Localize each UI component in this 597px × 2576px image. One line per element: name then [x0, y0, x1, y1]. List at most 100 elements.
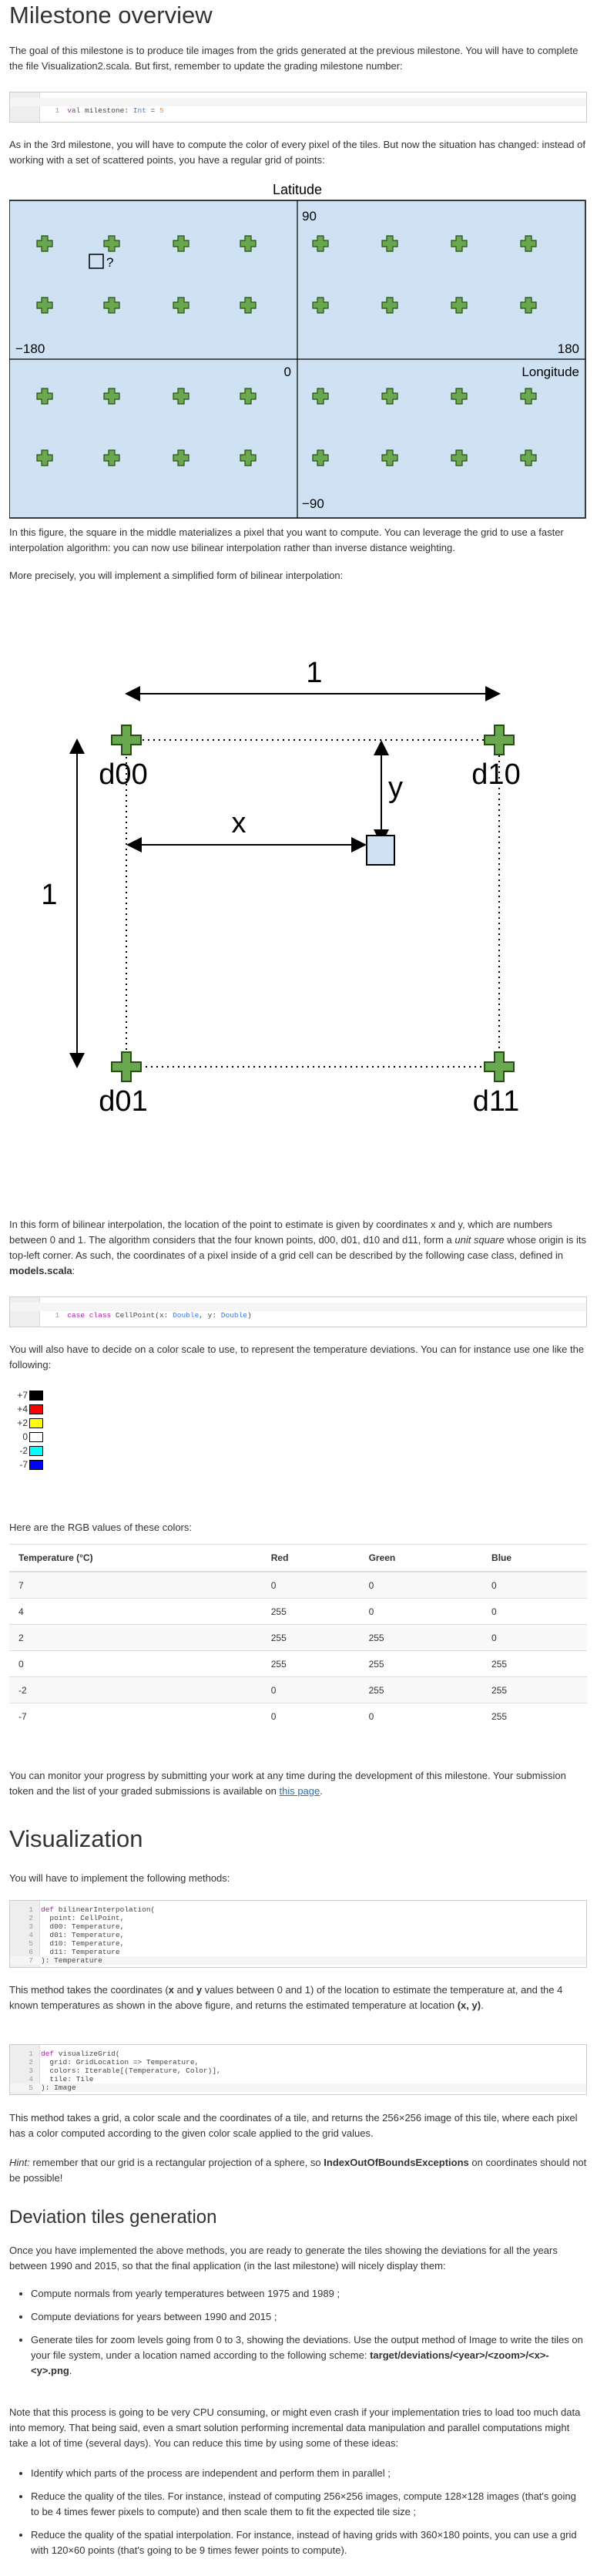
- legend-label: -2: [19, 1445, 28, 1456]
- ideas-list: Identify which parts of the process are …: [9, 2466, 587, 2566]
- table-cell: 0: [9, 1650, 262, 1677]
- legend-item: +4: [9, 1402, 43, 1416]
- cross-d01: [111, 1051, 142, 1082]
- table-cell: 255: [482, 1650, 587, 1677]
- legend-swatch: [29, 1404, 43, 1414]
- legend-swatch: [29, 1390, 43, 1401]
- table-cell: 0: [359, 1703, 483, 1729]
- table-cell: 0: [482, 1571, 587, 1599]
- table-header-cell: Red: [261, 1544, 360, 1572]
- color-scale-legend: +7 +4 +2 0 -2 -7: [9, 1388, 43, 1471]
- table-row: 4 255 0 0: [9, 1598, 587, 1625]
- legend-label: +2: [17, 1417, 28, 1428]
- submissions-link[interactable]: this page: [279, 1785, 320, 1797]
- code-line: 6 d11: Temperature: [10, 1948, 586, 1956]
- grid-method-paragraph: This method takes a grid, a color scale …: [9, 2112, 578, 2139]
- deviation-steps-list: Compute normals from yearly temperatures…: [9, 2286, 587, 2386]
- lat-minus-90-label: −90: [302, 496, 324, 511]
- unit-square: [126, 739, 500, 1068]
- table-cell: 4: [9, 1598, 262, 1625]
- precisely-paragraph: More precisely, you will implement a sim…: [9, 570, 344, 581]
- bilinear-paragraph: In this form of bilinear interpolation, …: [9, 1219, 586, 1276]
- scale-paragraph: You will also have to decide on a color …: [9, 1343, 585, 1370]
- d00-label: d00: [99, 758, 147, 791]
- longitude-label: Longitude: [522, 365, 579, 379]
- table-header-cell: Green: [359, 1544, 483, 1572]
- deviation-title: Deviation tiles generation: [9, 2207, 217, 2228]
- rgb-table: Temperature (°C) Red Green Blue 7 0 0 0 4 255 0 0 2…: [9, 1544, 587, 1729]
- code-block-bilinear[interactable]: 1 def bilinearInterpolation(2 point: Cell…: [9, 1900, 587, 1968]
- width-one-label: 1: [306, 657, 322, 689]
- legend-label: +4: [17, 1404, 28, 1414]
- code-line: 5): Image: [10, 2083, 586, 2092]
- table-cell: 0: [482, 1598, 587, 1625]
- list-item: Reduce the quality of the spatial interp…: [31, 2527, 587, 2558]
- pixel-square: [89, 254, 104, 269]
- progress-paragraph: You can monitor your progress by submitt…: [9, 1770, 566, 1797]
- deviation-paragraph: Once you have implemented the above meth…: [9, 2245, 558, 2272]
- line-number: 5: [29, 2083, 33, 2092]
- intro-paragraph: The goal of this milestone is to produce…: [9, 45, 579, 72]
- line-number: 3: [29, 2067, 33, 2075]
- legend-item: -7: [9, 1458, 43, 1471]
- table-cell: 7: [9, 1571, 262, 1599]
- line-number: 7: [29, 1956, 33, 1965]
- table-row: -2 0 255 255: [9, 1676, 587, 1703]
- legend-swatch: [29, 1417, 43, 1428]
- code-line: 2 grid: GridLocation => Temperature,: [10, 2058, 586, 2067]
- line-number: 1: [55, 106, 60, 115]
- table-row: 0 255 255 255: [9, 1650, 587, 1677]
- hint-paragraph: Hint: remember that our grid is a rectan…: [9, 2157, 587, 2184]
- zero-label: 0: [284, 365, 291, 379]
- code-block-milestone[interactable]: 1 val milestone: Int = 5: [9, 92, 587, 123]
- line-number: 2: [29, 2058, 33, 2067]
- table-cell: 255: [261, 1598, 360, 1625]
- table-header-cell: Blue: [482, 1544, 587, 1572]
- square-paragraph: In this figure, the square in the middle…: [9, 526, 564, 553]
- code-line: 7): Temperature: [10, 1956, 586, 1965]
- rgb-table-header: Temperature (°C) Red Green Blue: [9, 1544, 587, 1572]
- cpu-paragraph: Note that this process is going to be ve…: [9, 2406, 581, 2449]
- code-line: 1 def bilinearInterpolation(: [10, 1905, 586, 1914]
- legend-swatch: [29, 1445, 43, 1456]
- legend-item: -2: [9, 1444, 43, 1458]
- legend-label: 0: [22, 1431, 28, 1442]
- code-line: 2 point: CellPoint,: [10, 1914, 586, 1922]
- code-line: 3 d00: Temperature,: [10, 1922, 586, 1931]
- list-item: Reduce the quality of the tiles. For ins…: [31, 2489, 587, 2520]
- list-item: Compute deviations for years between 199…: [31, 2309, 587, 2325]
- table-cell: 255: [359, 1624, 483, 1651]
- code-line: 1 def visualizeGrid(: [10, 2050, 586, 2058]
- lon-minus-180-label: −180: [15, 341, 45, 356]
- legend-label: +7: [17, 1390, 28, 1401]
- table-cell: 0: [261, 1571, 360, 1599]
- list-item: Compute normals from yearly temperatures…: [31, 2286, 587, 2302]
- height-one-label: 1: [41, 879, 57, 911]
- table-cell: 255: [482, 1703, 587, 1729]
- code-line: 5 d10: Temperature,: [10, 1939, 586, 1948]
- d01-label: d01: [99, 1085, 147, 1118]
- method-paragraph: This method takes the coordinates (x and…: [9, 1984, 563, 2011]
- d11-label: d11: [473, 1085, 520, 1118]
- grid-figure: Latitude 90 −180 180 0 Longitude −90 ?: [9, 182, 586, 519]
- line-number: 4: [29, 1931, 33, 1939]
- table-cell: 255: [261, 1650, 360, 1677]
- table-cell: 0: [359, 1598, 483, 1625]
- line-number: 3: [29, 1922, 33, 1931]
- code-block-cellpoint[interactable]: 1 case class CellPoint(x: Double, y: Doub…: [9, 1296, 587, 1327]
- code-line: 3 colors: Iterable[(Temperature, Color)]…: [10, 2067, 586, 2075]
- line-number: 2: [29, 1914, 33, 1922]
- d10-label: d10: [471, 758, 520, 791]
- cross-d10: [484, 725, 515, 755]
- lat-90-label: 90: [302, 209, 317, 224]
- table-cell: 255: [261, 1624, 360, 1651]
- code-block-visualize-grid[interactable]: 1 def visualizeGrid(2 grid: GridLocation …: [9, 2044, 587, 2095]
- line-number: 1: [29, 2050, 33, 2058]
- table-header-cell: Temperature (°C): [9, 1544, 262, 1572]
- table-cell: 0: [359, 1571, 483, 1599]
- table-cell: 0: [261, 1703, 360, 1729]
- code-line: 4 d01: Temperature,: [10, 1931, 586, 1939]
- code-line: 4 tile: Tile: [10, 2075, 586, 2083]
- legend-item: +2: [9, 1416, 43, 1430]
- cross-d00: [111, 725, 142, 755]
